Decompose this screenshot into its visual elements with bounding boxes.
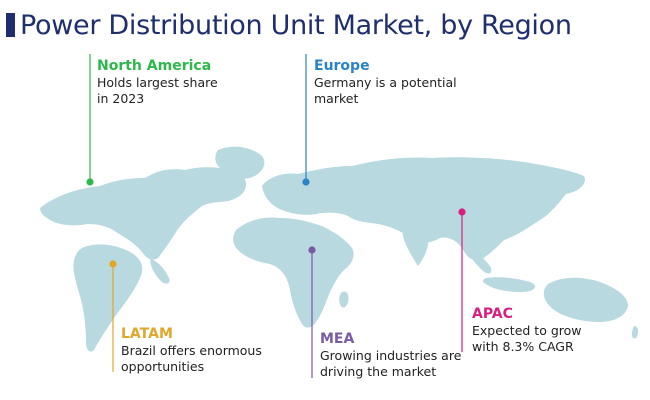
- new-zealand-landmass: [631, 326, 639, 339]
- europe-marker: [302, 178, 310, 186]
- apac-name: APAC: [472, 306, 513, 322]
- mea-line2: driving the market: [320, 364, 437, 380]
- japan-landmass: [522, 195, 535, 221]
- india-landmass: [402, 224, 429, 266]
- title-block: Power Distribution Unit Market, by Regio…: [6, 8, 572, 42]
- latam-marker: [109, 260, 117, 268]
- land-masses: [40, 146, 639, 352]
- south-america-landmass: [73, 244, 143, 352]
- apac-line1: Expected to grow: [472, 323, 582, 339]
- latam-line2: opportunities: [121, 359, 205, 375]
- north-america-name: North America: [97, 58, 212, 74]
- mea-callout: MEA Growing industries are driving the m…: [320, 330, 461, 381]
- north-america-landmass: [40, 167, 247, 260]
- latam-name: LATAM: [121, 326, 173, 342]
- apac-marker: [458, 208, 466, 216]
- apac-line2: with 8.3% CAGR: [472, 339, 574, 355]
- title-accent-bar: [6, 13, 15, 37]
- mea-line1: Growing industries are: [320, 348, 462, 364]
- north-america-callout: North America Holds largest share in 202…: [97, 57, 218, 108]
- europe-line2: market: [314, 91, 359, 107]
- mea-name: MEA: [320, 331, 355, 347]
- europe-callout: Europe Germany is a potential market: [314, 57, 457, 108]
- indonesia-landmass: [483, 277, 536, 292]
- southeast-asia-landmass: [468, 250, 492, 274]
- latam-line1: Brazil offers enormous: [121, 343, 262, 359]
- europe-line1: Germany is a potential: [314, 75, 457, 91]
- greenland-landmass: [215, 146, 265, 179]
- north-america-line1: Holds largest share: [97, 75, 218, 91]
- apac-callout: APAC Expected to grow with 8.3% CAGR: [472, 305, 582, 356]
- central-america-landmass: [150, 258, 170, 284]
- madagascar-landmass: [339, 291, 349, 308]
- europe-name: Europe: [314, 58, 370, 74]
- latam-callout: LATAM Brazil offers enormous opportuniti…: [121, 325, 262, 376]
- africa-landmass: [233, 217, 354, 328]
- north-america-marker: [86, 178, 94, 186]
- north-america-line2: in 2023: [97, 91, 145, 107]
- page-title: Power Distribution Unit Market, by Regio…: [20, 9, 572, 41]
- australia-landmass: [543, 277, 628, 322]
- mea-marker: [308, 246, 316, 254]
- eurasia-landmass: [262, 157, 585, 261]
